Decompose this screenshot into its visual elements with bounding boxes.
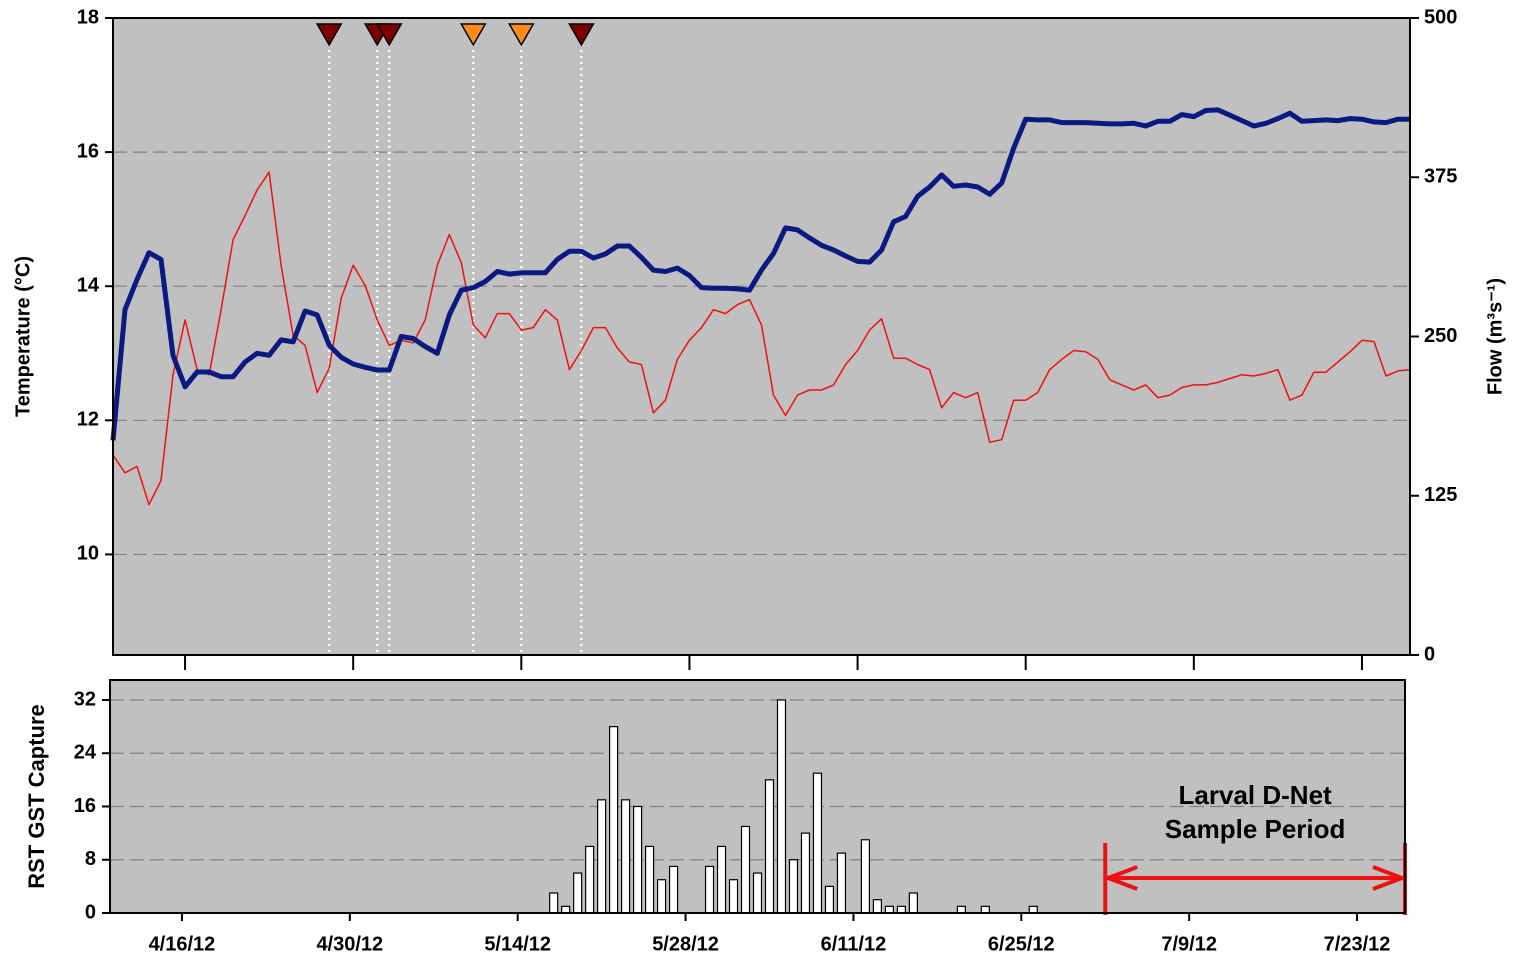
x-tick-label: 4/16/12 (149, 933, 216, 955)
bar (573, 872, 583, 914)
y2-tick-label: 250 (1424, 325, 1457, 347)
bar (597, 799, 607, 914)
y2-tick-label: 375 (1424, 166, 1457, 188)
bar (621, 799, 631, 914)
y-tick-label: 24 (74, 742, 97, 764)
x-tick-label: 6/25/12 (988, 933, 1055, 955)
bar (860, 839, 871, 914)
bar (704, 865, 715, 914)
y2-tick-label: 500 (1424, 6, 1457, 28)
y2-tick-label: 125 (1424, 484, 1457, 506)
bar (800, 832, 811, 914)
bar (764, 779, 775, 914)
arrow-head (1372, 865, 1408, 891)
bar (740, 825, 751, 914)
x-tick-label: 5/28/12 (652, 933, 719, 955)
bar (836, 852, 847, 914)
y2-tick-label: 0 (1424, 643, 1435, 665)
bar (644, 845, 655, 914)
event-marker (315, 23, 343, 47)
event-marker (459, 23, 487, 47)
x-tick-label: 7/9/12 (1161, 933, 1217, 955)
bar (872, 899, 883, 914)
bar (728, 879, 739, 914)
y-tick-label: 8 (85, 848, 96, 870)
bar (752, 872, 763, 914)
bar (668, 865, 679, 914)
y-tick-label: 10 (77, 543, 99, 565)
plot-border (109, 679, 1406, 914)
annotation-text: Larval D-Net (1179, 780, 1332, 810)
bar (812, 772, 823, 914)
x-tick-label: 7/23/12 (1324, 933, 1391, 955)
bar (656, 879, 667, 914)
y-tick-label: 18 (77, 6, 99, 28)
arrow-head (1102, 865, 1138, 891)
y-tick-label: 16 (77, 140, 99, 162)
bar (908, 892, 918, 914)
y-tick-label: 0 (85, 901, 96, 923)
bar (716, 845, 727, 914)
plot-border (112, 17, 1411, 656)
plot-area (113, 18, 1410, 655)
bar (776, 699, 787, 914)
x-tick-label: 4/30/12 (316, 933, 383, 955)
bar (824, 885, 835, 914)
y-axis-label: Temperature (°C) (12, 256, 34, 417)
event-marker (508, 23, 535, 47)
bar (549, 892, 559, 914)
x-tick-label: 5/14/12 (484, 933, 551, 955)
event-marker (375, 23, 403, 47)
y-tick-label: 32 (74, 688, 96, 710)
series-line (110, 107, 1410, 441)
bar (632, 805, 643, 914)
y-tick-label: 16 (74, 795, 96, 817)
series-line (112, 171, 1411, 506)
bar (609, 725, 619, 914)
annotation-text: Sample Period (1165, 814, 1346, 844)
bar (585, 845, 595, 914)
y2-axis-label: Flow (m³s⁻¹) (1484, 278, 1506, 395)
event-marker (568, 23, 595, 47)
y-tick-label: 14 (77, 274, 100, 296)
bar (788, 859, 799, 914)
y-tick-label: 12 (77, 409, 99, 431)
y-axis-label: RST GST Capture (24, 704, 49, 889)
x-tick-label: 6/11/12 (821, 933, 887, 955)
